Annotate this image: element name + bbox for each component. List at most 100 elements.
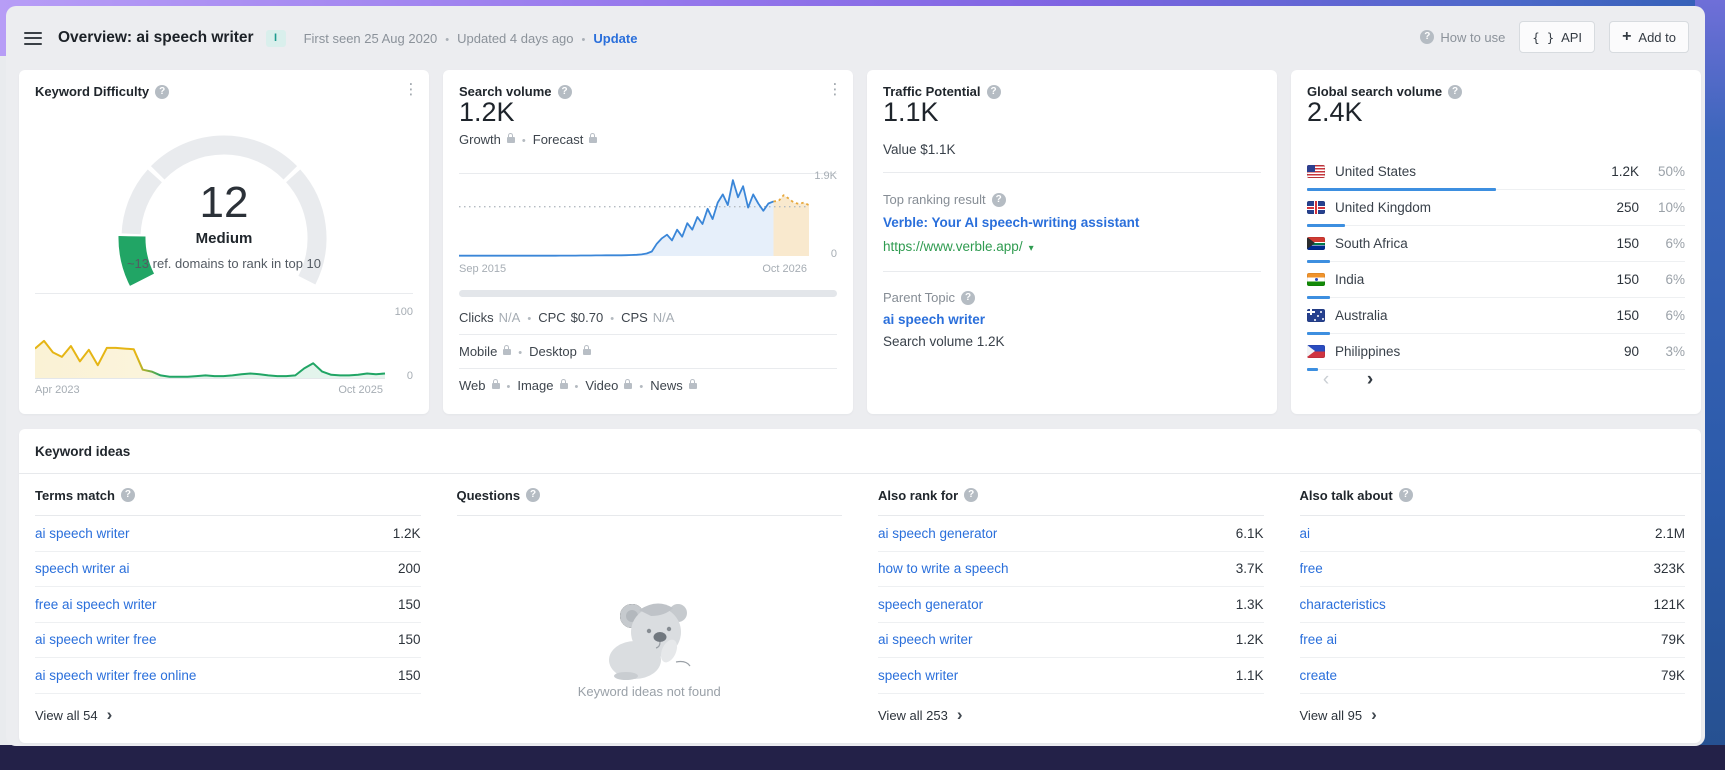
- keyword-row: ai speech writer free online 150: [35, 658, 421, 694]
- keyword-link[interactable]: free ai: [1299, 632, 1338, 648]
- keyword-link[interactable]: speech writer ai: [35, 561, 130, 577]
- help-icon[interactable]: [557, 84, 572, 99]
- top-result-url-dropdown[interactable]: https://www.verble.app/: [883, 239, 1034, 254]
- help-icon[interactable]: [155, 84, 170, 99]
- video-toggle[interactable]: Video: [585, 378, 633, 393]
- keyword-row: characteristics 121K: [1299, 587, 1685, 623]
- keyword-volume: 121K: [1653, 596, 1685, 612]
- help-icon[interactable]: [1448, 84, 1463, 99]
- next-page-icon[interactable]: [1359, 368, 1381, 392]
- country-volume: 250: [1616, 200, 1639, 215]
- also-rank-for-rows: ai speech generator 6.1K how to write a sp…: [878, 516, 1264, 738]
- column-header-text: Terms match: [35, 487, 115, 503]
- keyword-link[interactable]: create: [1299, 667, 1338, 683]
- help-icon[interactable]: [961, 290, 976, 305]
- previous-page-icon[interactable]: [1315, 368, 1337, 392]
- difficulty-gauge-arc: [118, 135, 327, 286]
- keyword-volume: 150: [397, 632, 421, 648]
- mobile-toggle[interactable]: Mobile: [459, 344, 512, 359]
- country-share-bar: [1307, 332, 1330, 335]
- page-title: Overview: ai speech writer: [58, 29, 254, 46]
- card-title-text: Traffic Potential: [883, 84, 981, 99]
- country-row: Philippines 90 3%: [1307, 334, 1685, 371]
- keyword-link[interactable]: speech generator: [878, 596, 984, 612]
- top-ranking-label: Top ranking result: [883, 192, 1006, 207]
- country-row: United Kingdom 250 10%: [1307, 190, 1685, 227]
- keyword-volume: 1.2K: [392, 525, 421, 541]
- card-menu-icon[interactable]: [823, 78, 847, 102]
- desktop-background-bottom: [0, 745, 1725, 770]
- keyword-link[interactable]: ai speech writer free online: [35, 667, 197, 683]
- type-label: News: [650, 378, 683, 393]
- news-toggle[interactable]: News: [650, 378, 697, 393]
- keyword-row: ai speech writer 1.2K: [878, 623, 1264, 658]
- update-link[interactable]: Update: [593, 30, 638, 46]
- forecast-toggle[interactable]: Forecast: [533, 132, 598, 147]
- view-all-link[interactable]: View all 95: [1300, 694, 1686, 738]
- country-share: 6%: [1665, 272, 1685, 287]
- questions-empty-state: Keyword ideas not found: [457, 516, 843, 739]
- web-toggle[interactable]: Web: [459, 378, 500, 393]
- help-icon[interactable]: [526, 488, 541, 502]
- country-share: 50%: [1657, 164, 1685, 179]
- flag-za-icon: [1307, 237, 1325, 250]
- chart-scrollbar[interactable]: [459, 290, 837, 297]
- api-button[interactable]: API: [1519, 21, 1596, 53]
- keyword-link[interactable]: ai speech writer free: [35, 632, 157, 648]
- cpc-value: $0.70: [570, 310, 604, 325]
- card-title-text: Global search volume: [1307, 84, 1443, 99]
- how-to-use-link[interactable]: How to use: [1420, 30, 1505, 45]
- keyword-link[interactable]: free: [1299, 561, 1323, 577]
- keyword-link[interactable]: speech writer: [878, 667, 959, 683]
- divider: [883, 271, 1261, 272]
- keyword-link[interactable]: ai speech writer: [35, 525, 130, 541]
- view-all-link[interactable]: View all 54: [35, 694, 421, 738]
- difficulty-history-chart: [35, 339, 386, 379]
- type-label: Web: [459, 378, 486, 393]
- add-to-button[interactable]: Add to: [1609, 21, 1689, 53]
- lock-icon: [506, 133, 515, 143]
- parent-topic-link[interactable]: ai speech writer: [883, 312, 986, 327]
- keyword-link[interactable]: characteristics: [1299, 596, 1386, 612]
- top-result-link[interactable]: Verble: Your AI speech-writing assistant: [883, 215, 1140, 230]
- keyword-link[interactable]: ai speech generator: [878, 525, 998, 541]
- mobile-label: Mobile: [459, 344, 498, 359]
- separator-dot: [574, 31, 594, 46]
- search-volume-chart: [459, 179, 810, 257]
- keyword-row: speech generator 1.3K: [878, 587, 1264, 623]
- column-header-text: Also talk about: [1299, 487, 1393, 503]
- keyword-row: ai speech writer free 150: [35, 623, 421, 658]
- help-icon[interactable]: [986, 84, 1001, 99]
- keyword-ideas-panel: Keyword ideas Terms match ai speech writ…: [19, 429, 1701, 743]
- help-icon[interactable]: [964, 488, 979, 502]
- flag-au-icon: [1307, 309, 1325, 322]
- search-volume-value: 1.2K: [459, 97, 515, 127]
- keyword-link[interactable]: free ai speech writer: [35, 596, 157, 612]
- x-axis-end-label: Oct 2026: [762, 263, 807, 275]
- keyword-link[interactable]: how to write a speech: [878, 561, 1009, 577]
- view-all-link[interactable]: View all 253: [878, 694, 1264, 738]
- search-volume-title: Search volume: [459, 84, 572, 99]
- keyword-row: speech writer 1.1K: [878, 658, 1264, 694]
- keyword-row: free ai speech writer 150: [35, 587, 421, 623]
- questions-header: Questions: [456, 475, 842, 516]
- help-icon[interactable]: [991, 192, 1006, 207]
- image-toggle[interactable]: Image: [517, 378, 568, 393]
- divider: [459, 173, 837, 174]
- y-axis-min-label: 0: [830, 248, 837, 260]
- desktop-toggle[interactable]: Desktop: [529, 344, 591, 359]
- divider: [883, 172, 1261, 173]
- keyword-link[interactable]: ai: [1299, 525, 1311, 541]
- device-row: Mobile Desktop: [459, 344, 837, 359]
- menu-icon[interactable]: [24, 31, 42, 45]
- keyword-link[interactable]: ai speech writer: [878, 632, 973, 648]
- growth-toggle[interactable]: Growth: [459, 132, 515, 147]
- help-icon[interactable]: [120, 488, 135, 502]
- difficulty-gauge: 12 Medium ~13 ref. domains to rank in to…: [19, 70, 429, 305]
- help-icon[interactable]: [1398, 488, 1413, 502]
- first-seen-text: First seen 25 Aug 2020: [303, 30, 438, 46]
- lock-icon: [559, 379, 568, 389]
- column-header-text: Questions: [456, 487, 521, 503]
- country-share-bar: [1307, 224, 1345, 227]
- desktop-label: Desktop: [529, 344, 577, 359]
